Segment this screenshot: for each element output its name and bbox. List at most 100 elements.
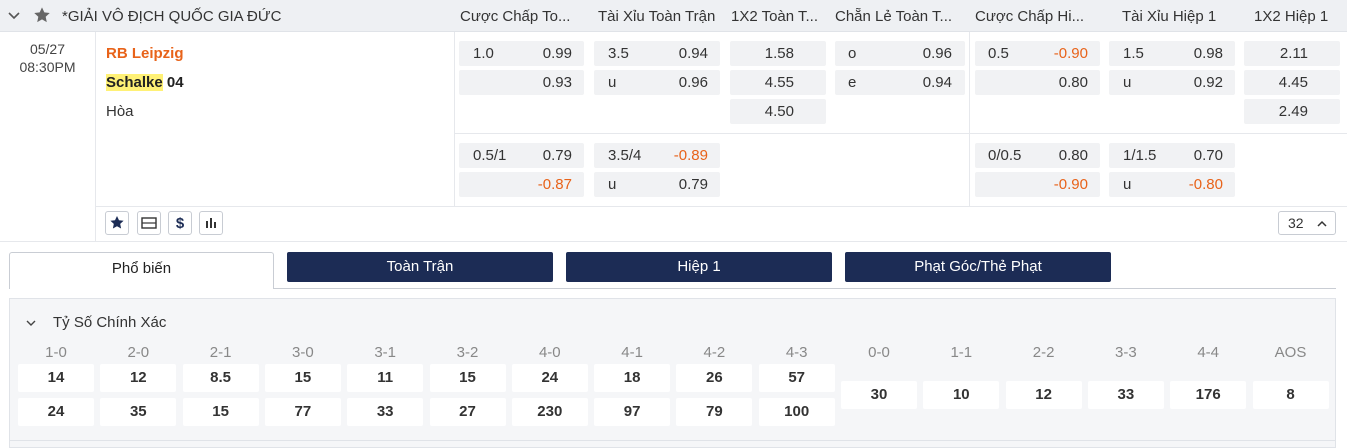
score-label: 1-0 [45, 344, 67, 361]
odds-money-button[interactable]: $ [168, 211, 192, 235]
score-label: AOS [1274, 344, 1307, 361]
score-odds-cell[interactable]: 15 [429, 364, 506, 392]
away-team[interactable]: Schalke 04 [106, 74, 184, 91]
odds-cell[interactable]: e 0.94 [835, 70, 965, 95]
score-label: 1-1 [950, 344, 973, 361]
score-odds-cell[interactable]: 24 [511, 364, 588, 392]
draw-label: Hòa [106, 103, 134, 120]
divider [969, 32, 970, 207]
score-odds-cell[interactable]: 12 [100, 364, 177, 392]
score-label: 0-0 [868, 344, 890, 361]
score-odds-cell[interactable]: 18 [594, 364, 671, 392]
odds-cell[interactable]: 4.50 [730, 99, 826, 124]
odds-cell[interactable]: u 0.92 [1109, 70, 1235, 95]
score-label: 2-2 [1032, 344, 1055, 361]
home-team[interactable]: RB Leipzig [106, 45, 184, 62]
col-h1-over-under: Tài Xỉu Hiệp 1 [1122, 8, 1217, 25]
score-label: 3-0 [292, 344, 314, 361]
more-markets-button[interactable]: 32 [1278, 211, 1336, 235]
score-label: 4-0 [538, 344, 561, 361]
score-odds-cell[interactable]: 33 [347, 398, 424, 426]
score-odds-cell[interactable]: 14 [18, 364, 94, 392]
chevron-down-icon[interactable] [6, 8, 22, 24]
correct-score-title: Tỷ Số Chính Xác [53, 314, 167, 331]
league-title: *GIẢI VÔ ĐỊCH QUỐC GIA ĐỨC [62, 8, 282, 25]
odds-cell[interactable]: 0.80 [975, 70, 1100, 95]
odds-cell[interactable]: 1/1.5 0.70 [1109, 143, 1235, 168]
score-label: 3-1 [374, 344, 397, 361]
score-odds-cell[interactable]: 26 [676, 364, 753, 392]
score-odds-cell[interactable]: 79 [676, 398, 753, 426]
odds-cell[interactable]: 3.5 0.94 [594, 41, 720, 66]
dollar-icon: $ [176, 215, 185, 232]
tab-corners-cards[interactable]: Phạt Góc/Thẻ Phạt [845, 252, 1111, 282]
odds-cell[interactable]: 2.49 [1244, 99, 1340, 124]
divider [96, 206, 1347, 207]
more-markets-count: 32 [1288, 215, 1304, 231]
away-team-rest: 04 [162, 74, 184, 91]
odds-cell[interactable]: u 0.79 [594, 172, 720, 197]
score-odds-cell[interactable]: 176 [1170, 381, 1247, 409]
odds-cell[interactable]: -0.90 [975, 172, 1100, 197]
score-label: 2-0 [127, 344, 150, 361]
score-odds-cell[interactable]: 33 [1087, 381, 1164, 409]
score-odds-cell[interactable]: 97 [594, 398, 671, 426]
score-odds-cell[interactable]: 30 [841, 381, 917, 409]
odds-cell[interactable]: 0/0.5 0.80 [975, 143, 1100, 168]
odds-cell[interactable]: -0.87 [459, 172, 584, 197]
odds-cell[interactable]: 3.5/4 -0.89 [594, 143, 720, 168]
odds-cell[interactable]: 0.5/1 0.79 [459, 143, 584, 168]
odds-cell[interactable]: 0.93 [459, 70, 584, 95]
tab-baseline [9, 288, 1336, 289]
score-odds-cell[interactable]: 35 [100, 398, 177, 426]
score-odds-cell[interactable]: 8.5 [182, 364, 259, 392]
odds-cell[interactable]: 1.5 0.98 [1109, 41, 1235, 66]
chevron-down-icon[interactable] [24, 316, 38, 330]
score-odds-cell[interactable]: 230 [511, 398, 588, 426]
col-ft-odd-even: Chẵn Lẻ Toàn T... [835, 8, 953, 25]
score-label: 4-1 [621, 344, 643, 361]
col-h1-1x2: 1X2 Hiệp 1 [1254, 8, 1329, 25]
svg-text:$: $ [176, 215, 185, 232]
odds-cell[interactable]: o 0.96 [835, 41, 965, 66]
tab-full-match[interactable]: Toàn Trận [287, 252, 553, 282]
score-odds-cell[interactable]: 57 [758, 364, 835, 392]
odds-cell[interactable]: 1.0 0.99 [459, 41, 584, 66]
star-icon[interactable] [33, 6, 51, 24]
divider [0, 241, 1347, 242]
score-odds-cell[interactable]: 24 [18, 398, 94, 426]
divider [9, 440, 1336, 441]
score-label: 2-1 [209, 344, 232, 361]
stats-button[interactable] [199, 211, 223, 235]
favorite-button[interactable] [105, 211, 129, 235]
odds-cell[interactable]: 4.55 [730, 70, 826, 95]
odds-cell[interactable]: 1.58 [730, 41, 826, 66]
league-header [0, 0, 1347, 32]
match-time: 08:30PM [19, 59, 76, 75]
match-date: 05/27 [29, 41, 66, 57]
score-odds-cell[interactable]: 10 [923, 381, 1000, 409]
tab-popular[interactable]: Phổ biến [9, 252, 274, 289]
divider [454, 32, 455, 207]
score-odds-cell[interactable]: 8 [1252, 381, 1329, 409]
score-odds-cell[interactable]: 15 [182, 398, 259, 426]
divider [95, 32, 96, 242]
col-ft-over-under: Tài Xỉu Toàn Trận [598, 8, 716, 25]
odds-cell[interactable]: 4.45 [1244, 70, 1340, 95]
odds-cell[interactable]: 2.11 [1244, 41, 1340, 66]
score-label: 4-4 [1197, 344, 1220, 361]
tab-first-half[interactable]: Hiệp 1 [566, 252, 832, 282]
col-h1-handicap: Cược Chấp Hi... [975, 8, 1085, 25]
score-odds-cell[interactable]: 77 [264, 398, 341, 426]
odds-cell[interactable]: u -0.80 [1109, 172, 1235, 197]
score-odds-cell[interactable]: 12 [1005, 381, 1082, 409]
field-view-button[interactable] [137, 211, 161, 235]
odds-cell[interactable]: 0.5 -0.90 [975, 41, 1100, 66]
score-odds-cell[interactable]: 27 [429, 398, 506, 426]
odds-cell[interactable]: u 0.96 [594, 70, 720, 95]
pitch-icon [141, 217, 157, 229]
divider [454, 133, 1347, 134]
score-odds-cell[interactable]: 11 [347, 364, 424, 392]
score-odds-cell[interactable]: 100 [758, 398, 835, 426]
score-odds-cell[interactable]: 15 [264, 364, 341, 392]
